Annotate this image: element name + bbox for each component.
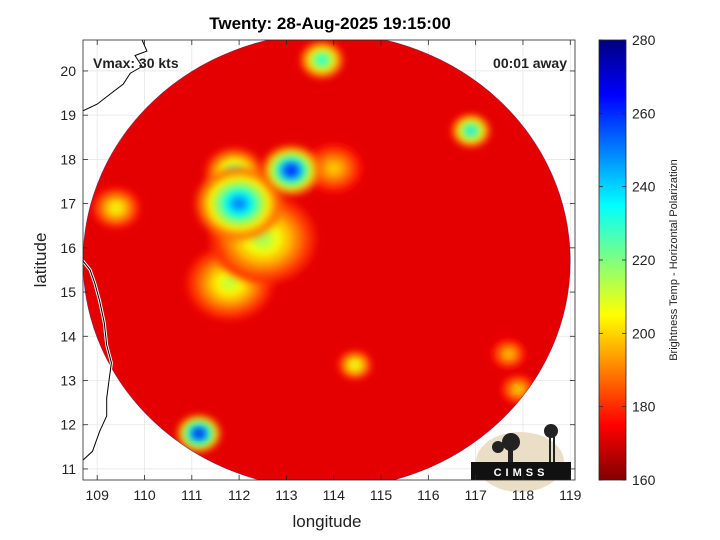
cold-feature	[317, 56, 327, 64]
plot-area: Vmax: 30 kts 00:01 away CIMSS 109 110 111 1…	[31, 39, 582, 531]
cimss-logo: CIMSS	[471, 424, 571, 492]
y-tick-label: 16	[60, 240, 76, 256]
colorbar-tick-label: 180	[632, 399, 656, 415]
colorbar: 160 180 200 220 240 260 280 Brightness Temp - …	[598, 32, 680, 488]
y-tick-label: 18	[60, 151, 76, 167]
y-tick-label: 11	[61, 461, 76, 477]
axes-frame	[82, 39, 576, 481]
colorbar-tick-label: 240	[632, 179, 656, 195]
y-tick-label: 13	[60, 373, 76, 389]
x-tick-label: 116	[417, 487, 440, 503]
x-axis-label: longitude	[292, 512, 361, 531]
colorbar-label: Brightness Temp - Horizontal Polarizatio…	[668, 159, 680, 361]
cold-feature	[285, 165, 297, 176]
colorbar-tick-label: 220	[632, 252, 656, 268]
x-tick-label: 109	[86, 487, 110, 503]
cold-feature	[514, 386, 522, 393]
cold-feature	[351, 362, 359, 368]
x-tick-label: 118	[512, 487, 535, 503]
y-tick-label: 17	[60, 196, 76, 212]
vmax-annotation: Vmax: 30 kts	[93, 55, 179, 71]
colorbar-tick-label: 260	[632, 105, 656, 121]
swath-disc	[83, 40, 571, 480]
y-tick-label: 19	[60, 107, 76, 123]
swath-edge	[83, 40, 571, 480]
microwave-swath	[83, 40, 571, 480]
y-tick-label: 20	[60, 63, 76, 79]
cold-feature	[467, 127, 475, 134]
y-tick-label: 12	[60, 417, 76, 433]
x-tick-label: 112	[228, 487, 251, 503]
x-tick-label: 119	[559, 487, 582, 503]
axis-ticks: 109 110 111 112 113 114 115 116 117 118 119 11 12 13 1…	[60, 40, 582, 503]
x-tick-label: 110	[133, 487, 156, 503]
coastline	[83, 40, 149, 462]
x-tick-label: 113	[275, 487, 298, 503]
colorbar-gradient	[598, 39, 627, 481]
colorbar-tick-label: 200	[632, 325, 656, 341]
x-tick-label: 117	[464, 487, 487, 503]
y-axis-label: latitude	[31, 233, 50, 288]
time-away-annotation: 00:01 away	[493, 55, 567, 71]
cold-features	[92, 41, 535, 452]
coast-vietnam	[83, 260, 112, 461]
cold-feature	[194, 429, 204, 438]
chart-title: Twenty: 28-Aug-2025 19:15:00	[209, 14, 451, 33]
y-tick-label: 15	[60, 284, 76, 300]
coast-china	[83, 40, 148, 112]
colorbar-tick-label: 280	[632, 32, 656, 48]
y-tick-label: 14	[60, 328, 76, 344]
x-tick-label: 111	[181, 487, 202, 503]
colorbar-tick-label: 160	[632, 472, 656, 488]
cold-feature	[230, 196, 248, 211]
colorbar-ticks: 160 180 200 220 240 260 280	[599, 32, 656, 488]
cimss-logo-text: CIMSS	[494, 467, 549, 479]
cold-feature	[221, 275, 239, 291]
x-tick-label: 114	[323, 487, 346, 503]
cold-feature	[328, 163, 340, 174]
cold-feature	[505, 351, 513, 357]
cold-feature	[111, 204, 121, 213]
x-tick-label: 115	[370, 487, 393, 503]
